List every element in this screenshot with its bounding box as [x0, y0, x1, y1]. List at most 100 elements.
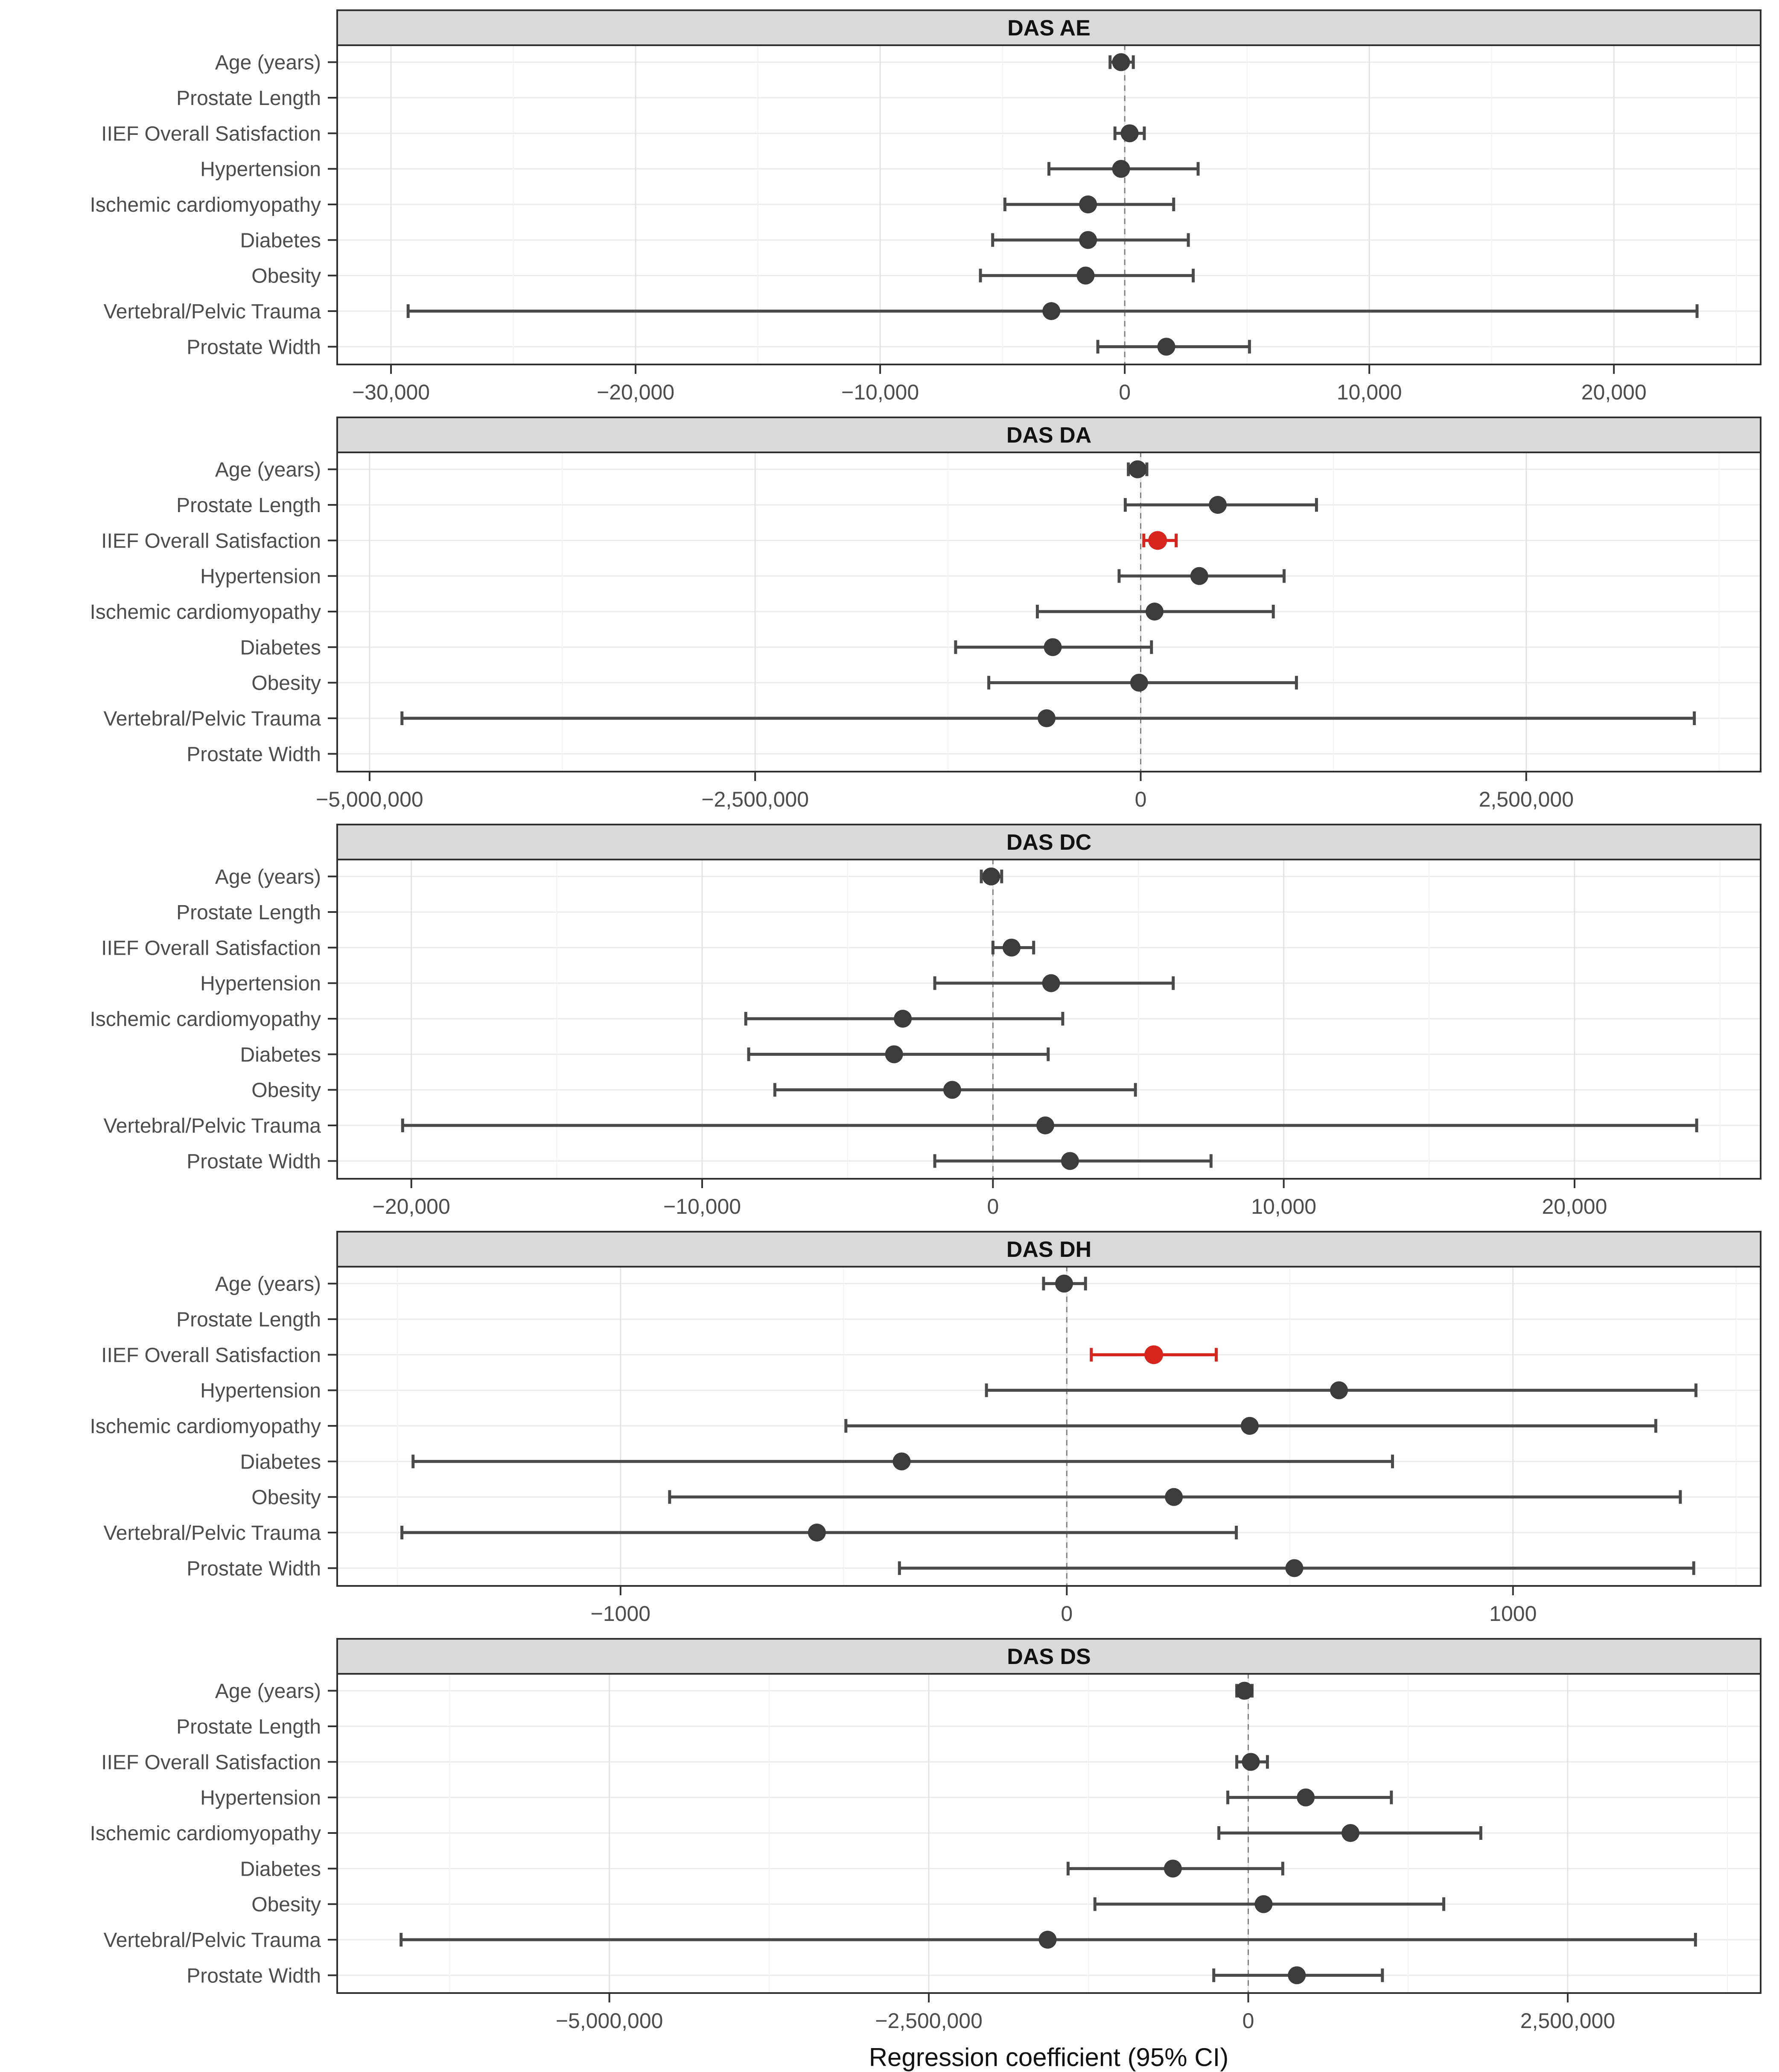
- point-estimate: [1112, 53, 1130, 71]
- y-axis-label: Obesity: [251, 1894, 321, 1916]
- point-estimate: [1146, 603, 1164, 621]
- x-tick-label: 0: [987, 1195, 999, 1218]
- point-estimate: [1148, 531, 1167, 550]
- pointrange-iief-overall-satisfaction: [1090, 1345, 1218, 1364]
- point-estimate: [982, 867, 1000, 886]
- x-tick-label: −5,000,000: [556, 2009, 663, 2033]
- y-axis-label: Prostate Length: [176, 1308, 321, 1331]
- x-tick-label: −30,000: [352, 380, 430, 404]
- pointrange-iief-overall-satisfaction: [1142, 531, 1178, 550]
- pointrange-obesity: [1093, 1895, 1446, 1913]
- facet-das-dh: Age (years) Prostate Length IIEF Overall S…: [90, 1231, 1762, 1626]
- pointrange-iief-overall-satisfaction: [1113, 124, 1146, 143]
- point-estimate: [1288, 1966, 1306, 1985]
- point-estimate: [1120, 124, 1139, 143]
- pointrange-obesity: [668, 1488, 1682, 1506]
- point-estimate: [1129, 460, 1147, 478]
- y-axis-label: Prostate Width: [187, 336, 321, 358]
- y-axis-label: Vertebral/Pelvic Trauma: [103, 1929, 321, 1952]
- x-tick-label: 1000: [1489, 1602, 1537, 1626]
- point-estimate: [1130, 673, 1148, 692]
- y-axis-label: Hypertension: [200, 1380, 321, 1402]
- pointrange-diabetes: [747, 1045, 1050, 1064]
- pointrange-vertebral-pelvic-trauma: [400, 1931, 1697, 1949]
- point-estimate: [1242, 1753, 1260, 1771]
- point-estimate: [1342, 1824, 1360, 1842]
- pointrange-prostate-width: [933, 1152, 1213, 1170]
- y-axis-label: Prostate Width: [187, 1964, 321, 1987]
- pointrange-obesity: [979, 266, 1195, 285]
- point-estimate: [1297, 1788, 1315, 1807]
- point-estimate: [892, 1452, 911, 1471]
- pointrange-prostate-width: [1212, 1966, 1384, 1985]
- point-estimate: [943, 1081, 961, 1099]
- x-tick-label: −1000: [591, 1602, 650, 1626]
- x-tick-label: −10,000: [663, 1195, 741, 1218]
- point-estimate: [1209, 496, 1227, 514]
- pointrange-ischemic-cardiomyopathy: [1003, 195, 1175, 213]
- facet-strip: [336, 417, 1762, 453]
- pointrange-age-years-: [1108, 53, 1135, 71]
- y-axis-label: Age (years): [215, 52, 321, 74]
- pointrange-hypertension: [985, 1381, 1697, 1399]
- point-estimate: [808, 1524, 826, 1542]
- x-tick-label: 10,000: [1337, 380, 1402, 404]
- facet-strip: [336, 1638, 1762, 1675]
- x-tick-label: 20,000: [1542, 1195, 1607, 1218]
- y-axis-label: Vertebral/Pelvic Trauma: [103, 300, 321, 323]
- pointrange-age-years-: [1127, 460, 1149, 478]
- y-axis-label: Hypertension: [200, 1787, 321, 1810]
- pointrange-hypertension: [1117, 567, 1286, 585]
- point-estimate: [1330, 1381, 1348, 1399]
- y-axis-label: Ischemic cardiomyopathy: [90, 1822, 321, 1845]
- point-estimate: [1002, 938, 1021, 957]
- point-estimate: [1157, 338, 1175, 356]
- pointrange-prostate-width: [898, 1559, 1695, 1577]
- point-estimate: [1055, 1274, 1073, 1293]
- x-tick-label: 2,500,000: [1520, 2009, 1615, 2033]
- x-axis-title: Regression coefficient (95% CI): [869, 2043, 1229, 2072]
- y-axis-label: Hypertension: [200, 565, 321, 588]
- x-tick-label: −20,000: [597, 380, 674, 404]
- y-axis-label: Prostate Length: [176, 1716, 321, 1738]
- point-estimate: [1076, 266, 1095, 285]
- x-tick-label: −2,500,000: [701, 787, 809, 811]
- y-axis-label: Diabetes: [240, 1858, 321, 1880]
- y-axis-label: Prostate Width: [187, 1150, 321, 1173]
- y-axis-label: Prostate Length: [176, 87, 321, 110]
- y-axis-label: Obesity: [251, 1079, 321, 1102]
- pointrange-diabetes: [954, 638, 1153, 656]
- y-axis-label: Ischemic cardiomyopathy: [90, 1008, 321, 1031]
- point-estimate: [1044, 638, 1062, 656]
- facet-title: DAS AE: [1007, 16, 1091, 41]
- facet-title: DAS DH: [1006, 1237, 1091, 1262]
- pointrange-prostate-length: [1123, 496, 1318, 514]
- y-axis-label: Vertebral/Pelvic Trauma: [103, 1522, 321, 1545]
- y-axis-label: IIEF Overall Satisfaction: [101, 530, 321, 552]
- x-tick-label: 10,000: [1251, 1195, 1316, 1218]
- pointrange-age-years-: [1235, 1681, 1254, 1700]
- y-axis-label: Vertebral/Pelvic Trauma: [103, 1115, 321, 1137]
- pointrange-hypertension: [1047, 160, 1200, 178]
- pointrange-prostate-width: [1096, 338, 1251, 356]
- pointrange-ischemic-cardiomyopathy: [1217, 1824, 1482, 1842]
- x-tick-label: −5,000,000: [316, 787, 423, 811]
- point-estimate: [1190, 567, 1208, 585]
- pointrange-vertebral-pelvic-trauma: [400, 1524, 1238, 1542]
- x-tick-label: −20,000: [373, 1195, 450, 1218]
- y-axis-label: Age (years): [215, 1680, 321, 1703]
- pointrange-iief-overall-satisfaction: [991, 938, 1035, 957]
- y-axis-label: Diabetes: [240, 636, 321, 659]
- facet-title: DAS DA: [1006, 423, 1091, 448]
- x-tick-label: 20,000: [1581, 380, 1647, 404]
- pointrange-diabetes: [1066, 1859, 1284, 1878]
- point-estimate: [1144, 1345, 1164, 1364]
- pointrange-diabetes: [411, 1452, 1394, 1471]
- pointrange-iief-overall-satisfaction: [1235, 1753, 1269, 1771]
- y-axis-label: Obesity: [251, 672, 321, 695]
- point-estimate: [1079, 231, 1097, 249]
- pointrange-hypertension: [1226, 1788, 1393, 1807]
- y-axis-label: Hypertension: [200, 973, 321, 995]
- point-estimate: [1042, 302, 1061, 320]
